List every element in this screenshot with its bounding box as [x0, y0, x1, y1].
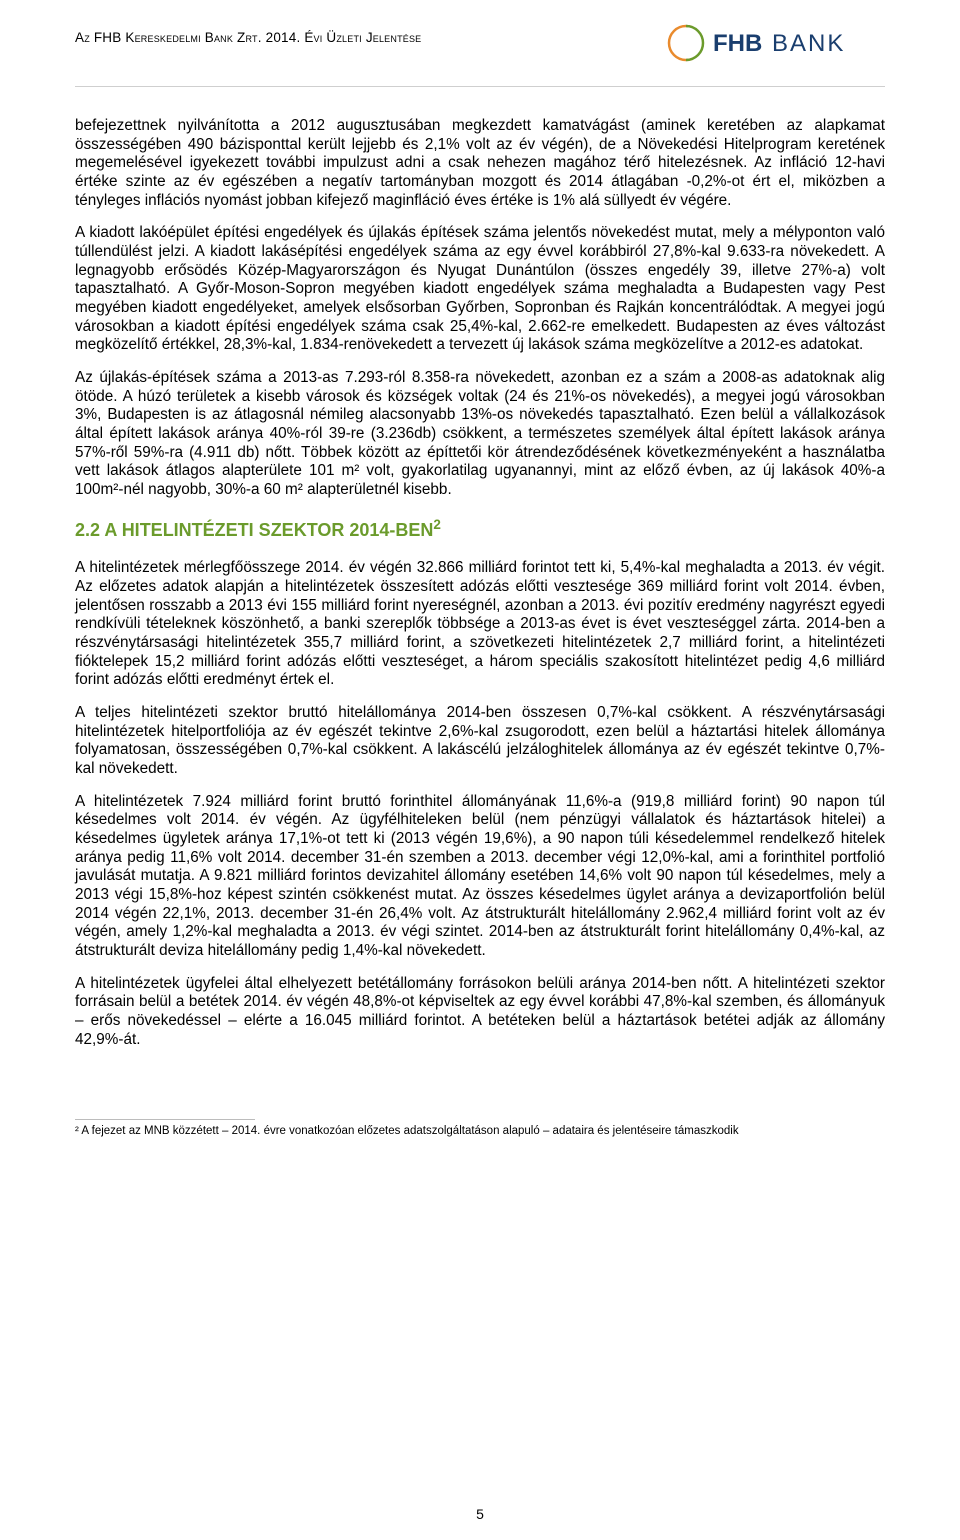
svg-text:BANK: BANK	[772, 30, 845, 57]
body-paragraph: A teljes hitelintézeti szektor bruttó hi…	[75, 704, 885, 779]
fhb-logo: FHB BANK	[667, 24, 885, 62]
footnote-divider	[75, 1119, 255, 1120]
footnote-text: ² A fejezet az MNB közzétett – 2014. évr…	[75, 1124, 885, 1140]
section-heading: 2.2 A HITELINTÉZETI SZEKTOR 2014-BEN2	[75, 517, 885, 541]
body-paragraph: A kiadott lakóépület építési engedélyek …	[75, 224, 885, 355]
footnote-ref: 2	[433, 517, 441, 532]
section-heading-text: 2.2 A HITELINTÉZETI SZEKTOR 2014-BEN	[75, 520, 433, 540]
fhb-bank-logo-icon: FHB BANK	[667, 24, 885, 62]
body-paragraph: A hitelintézetek mérlegfőösszege 2014. é…	[75, 559, 885, 690]
header-divider	[75, 86, 885, 87]
body-paragraph: A hitelintézetek ügyfelei által elhelyez…	[75, 975, 885, 1050]
page-header: Az FHB Kereskedelmi Bank Zrt. 2014. Évi …	[75, 30, 885, 86]
body-paragraph: befejezettnek nyilvánította a 2012 augus…	[75, 117, 885, 210]
body-paragraph: A hitelintézetek 7.924 milliárd forint b…	[75, 793, 885, 961]
svg-text:FHB: FHB	[713, 30, 762, 57]
page-number: 5	[0, 1506, 960, 1522]
header-title: Az FHB Kereskedelmi Bank Zrt. 2014. Évi …	[75, 30, 421, 45]
body-paragraph: Az újlakás-építések száma a 2013-as 7.29…	[75, 369, 885, 500]
